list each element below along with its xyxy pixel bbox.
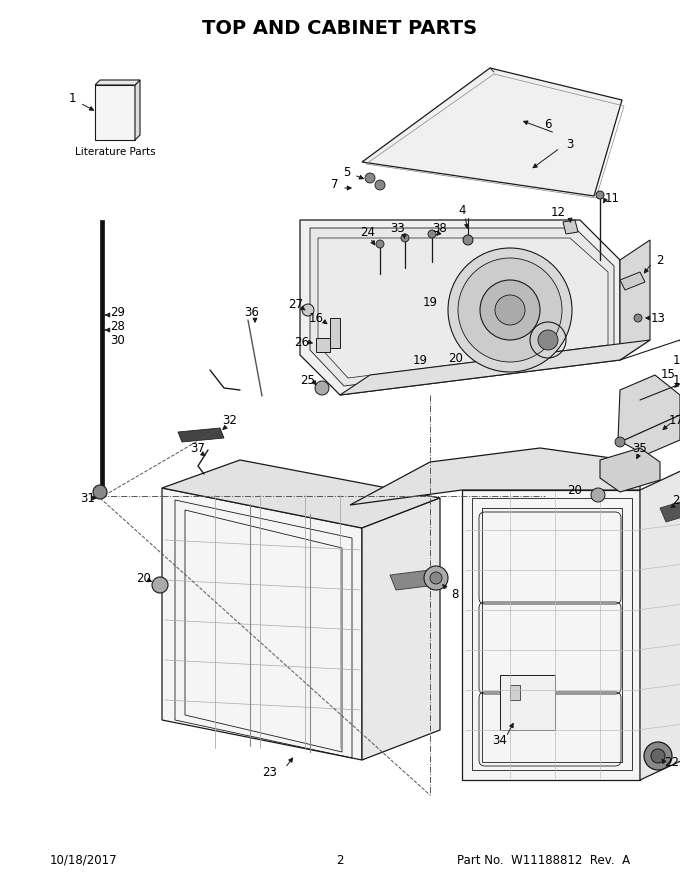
Circle shape [591, 488, 605, 502]
Text: 38: 38 [432, 222, 447, 234]
Text: 27: 27 [288, 298, 303, 312]
Text: 26: 26 [294, 335, 309, 348]
Circle shape [448, 248, 572, 372]
Polygon shape [135, 80, 140, 140]
Polygon shape [95, 80, 140, 85]
Polygon shape [500, 675, 555, 730]
Circle shape [315, 381, 329, 395]
Circle shape [634, 314, 642, 322]
Polygon shape [510, 685, 520, 700]
Circle shape [302, 304, 314, 316]
Text: 28: 28 [111, 319, 125, 333]
Text: 14: 14 [673, 354, 680, 366]
Polygon shape [620, 240, 650, 360]
Text: 1: 1 [68, 92, 75, 105]
Text: 19: 19 [422, 296, 437, 309]
Circle shape [376, 240, 384, 248]
Polygon shape [95, 85, 135, 140]
Text: 6: 6 [544, 119, 551, 131]
Text: 23: 23 [262, 766, 277, 779]
Text: 24: 24 [360, 225, 375, 238]
Polygon shape [162, 488, 362, 760]
Polygon shape [600, 448, 660, 492]
Text: 17: 17 [668, 414, 680, 427]
Text: 15: 15 [660, 368, 675, 380]
Text: 2: 2 [656, 253, 664, 267]
Text: 10/18/2017: 10/18/2017 [50, 854, 118, 867]
Text: 7: 7 [331, 179, 339, 192]
Text: 5: 5 [343, 165, 351, 179]
Text: 3: 3 [566, 138, 574, 151]
Text: 2: 2 [336, 854, 344, 867]
Text: 16: 16 [309, 312, 324, 325]
Text: 32: 32 [222, 414, 237, 427]
Polygon shape [362, 498, 440, 760]
Polygon shape [640, 462, 680, 780]
Text: 20: 20 [449, 351, 464, 364]
Text: 12: 12 [551, 207, 566, 219]
Circle shape [615, 437, 625, 447]
Circle shape [644, 742, 672, 770]
Text: 21: 21 [673, 494, 680, 507]
Text: 30: 30 [111, 334, 125, 347]
Circle shape [424, 566, 448, 590]
Text: TOP AND CABINET PARTS: TOP AND CABINET PARTS [203, 18, 477, 38]
Circle shape [458, 258, 562, 362]
Circle shape [375, 180, 385, 190]
Polygon shape [178, 428, 224, 442]
Text: 20: 20 [137, 571, 152, 584]
Polygon shape [620, 272, 645, 290]
Circle shape [365, 173, 375, 183]
Text: 13: 13 [651, 312, 666, 325]
Circle shape [401, 234, 409, 242]
Circle shape [152, 577, 168, 593]
Circle shape [538, 330, 558, 350]
Circle shape [463, 235, 473, 245]
Polygon shape [316, 338, 330, 352]
Polygon shape [618, 375, 680, 455]
Polygon shape [362, 68, 622, 196]
Text: 34: 34 [492, 734, 507, 746]
Circle shape [480, 280, 540, 340]
Text: Literature Parts: Literature Parts [75, 147, 155, 157]
Text: 11: 11 [605, 192, 619, 204]
Polygon shape [100, 220, 104, 490]
Text: 37: 37 [190, 442, 205, 454]
Polygon shape [330, 318, 340, 348]
Text: 29: 29 [110, 305, 126, 319]
Text: 36: 36 [245, 305, 260, 319]
Polygon shape [318, 238, 608, 378]
Polygon shape [310, 228, 614, 386]
Text: 4: 4 [458, 203, 466, 216]
Text: 33: 33 [390, 222, 405, 234]
Text: 19: 19 [413, 354, 428, 366]
Text: 22: 22 [664, 756, 679, 768]
Polygon shape [340, 340, 650, 395]
Circle shape [596, 191, 604, 199]
Text: 31: 31 [80, 492, 95, 504]
Text: 35: 35 [632, 442, 647, 454]
Polygon shape [462, 490, 640, 780]
Polygon shape [563, 220, 578, 234]
Circle shape [651, 749, 665, 763]
Text: 18: 18 [673, 373, 680, 386]
Text: 25: 25 [301, 373, 316, 386]
Text: 8: 8 [452, 589, 459, 602]
Polygon shape [660, 502, 680, 522]
Text: 20: 20 [568, 483, 583, 496]
Polygon shape [162, 460, 440, 528]
Circle shape [428, 230, 436, 238]
Circle shape [93, 485, 107, 499]
Circle shape [495, 295, 525, 325]
Circle shape [430, 572, 442, 584]
Text: Part No.  W11188812  Rev.  A: Part No. W11188812 Rev. A [457, 854, 630, 867]
Polygon shape [390, 570, 436, 590]
Polygon shape [350, 448, 640, 505]
Polygon shape [300, 220, 620, 395]
